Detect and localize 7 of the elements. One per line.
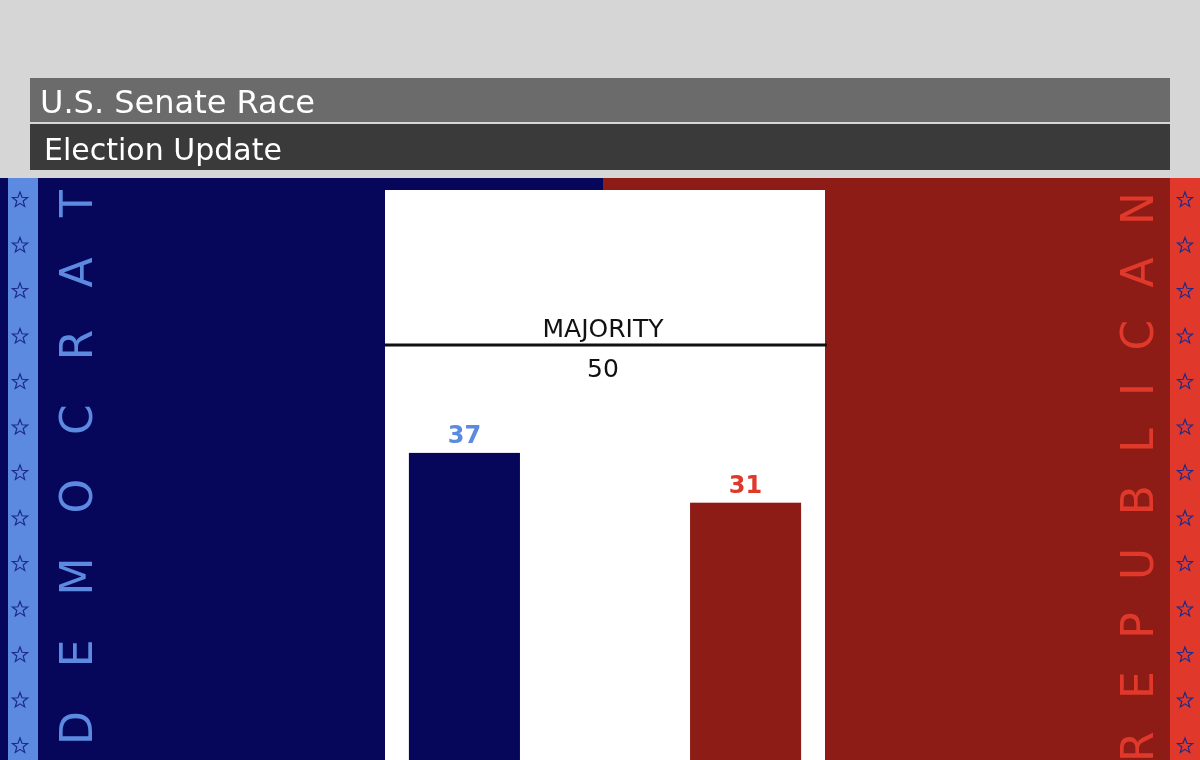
data-label: 37: [447, 420, 482, 449]
x-tick-label: DEMOCRAT: [51, 189, 102, 745]
x-tick-label: REPUBLICAN: [1112, 192, 1163, 760]
ref-line-label: MAJORITY 50: [542, 314, 665, 383]
chart-subtitle: Election Update: [44, 132, 282, 167]
data-label: 31: [728, 470, 763, 499]
chart-title: U.S. Senate Race: [40, 83, 315, 121]
